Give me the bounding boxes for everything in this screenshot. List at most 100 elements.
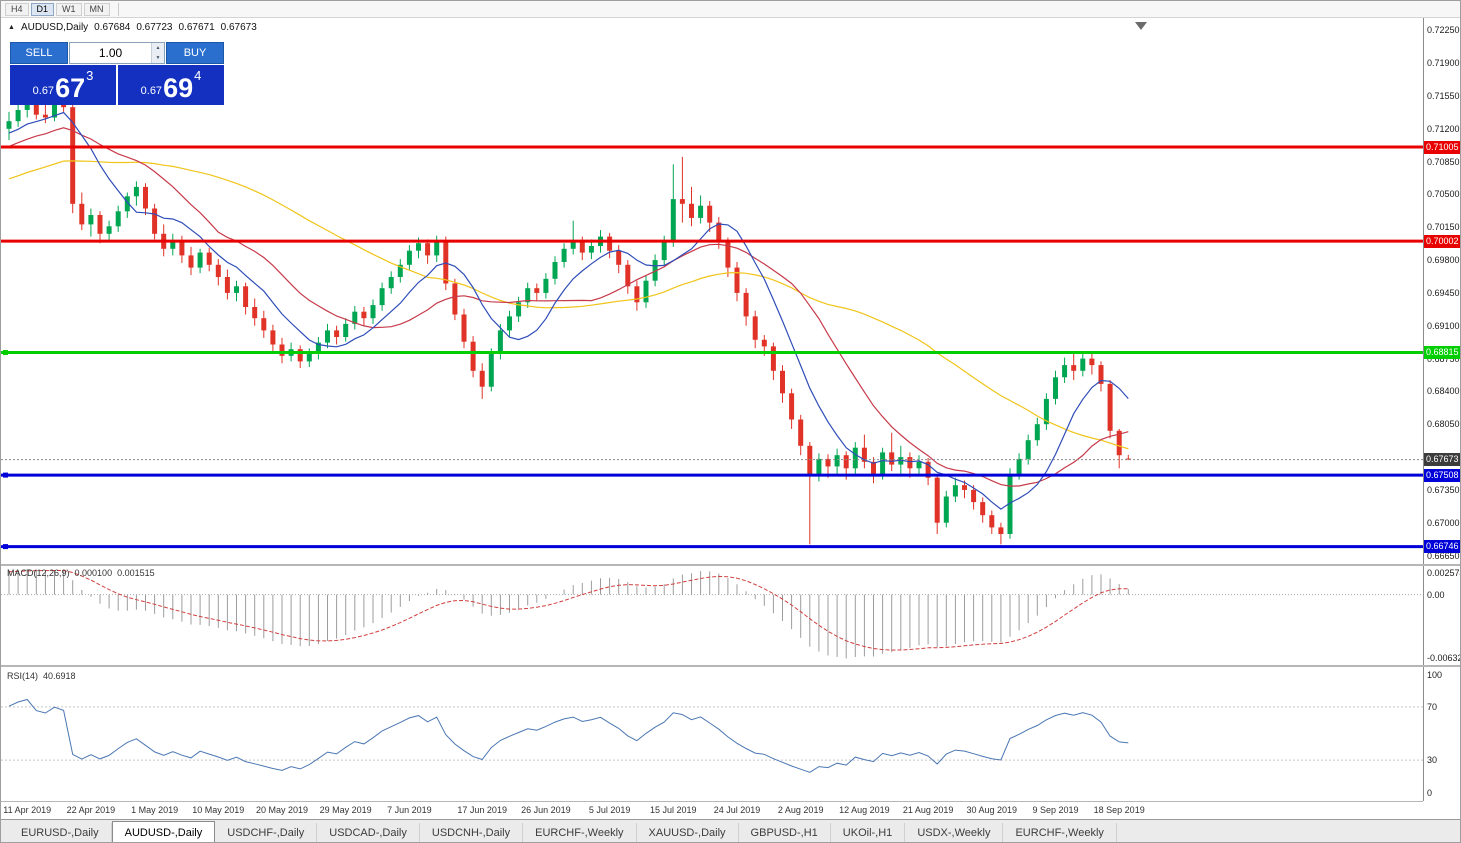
- candle-body: [625, 264, 631, 287]
- volume-down-button[interactable]: ▼: [152, 53, 164, 63]
- price-tick: 0.69100: [1427, 320, 1460, 331]
- candle-body: [1089, 358, 1095, 366]
- candle-body: [1098, 365, 1104, 384]
- candle-body: [871, 461, 876, 474]
- candle-body: [497, 330, 503, 354]
- chart-tab-usdchf-daily[interactable]: USDCHF-,Daily: [215, 823, 318, 842]
- candle-body: [1053, 377, 1058, 399]
- rsi-indicator-label: RSI(14) 40.6918: [7, 671, 76, 681]
- candle-body: [133, 186, 139, 197]
- panel-separator-macd[interactable]: [1, 564, 1460, 566]
- candle-body: [507, 316, 512, 331]
- macd-value-signal: 0.001515: [117, 568, 155, 578]
- buy-price-big: 69: [163, 73, 194, 103]
- candle-body: [889, 452, 895, 465]
- chart-canvas[interactable]: [1, 1, 1423, 801]
- candle-body: [416, 243, 421, 251]
- candle-body: [1107, 383, 1113, 431]
- one-click-top-row: SELL ▲ ▼ BUY: [10, 42, 224, 64]
- macd-name: MACD(12,26,9): [7, 568, 70, 578]
- candle-body: [1062, 365, 1068, 378]
- time-axis[interactable]: 11 Apr 2019 22 Apr 2019 1 May 2019 10 May 2…: [1, 801, 1423, 819]
- candle-body: [197, 252, 203, 268]
- timeframe-button-mn[interactable]: MN: [83, 2, 110, 16]
- price-tick: 0.72250: [1427, 25, 1460, 36]
- candle-body: [206, 252, 212, 265]
- chart-tab-eurchf-weekly[interactable]: EURCHF-,Weekly: [1003, 823, 1117, 842]
- candle-body: [952, 485, 958, 497]
- candle-body: [106, 226, 112, 234]
- one-click-trading-panel: SELL ▲ ▼ BUY 0.67 67 3 0.67 69 4: [10, 42, 224, 105]
- sell-price-panel[interactable]: 0.67 67 3: [10, 65, 116, 105]
- candle-body: [534, 288, 540, 293]
- candle-body: [6, 121, 12, 129]
- buy-button[interactable]: BUY: [166, 42, 224, 64]
- price-tick: 0.69800: [1427, 255, 1460, 266]
- candle-body: [652, 260, 658, 281]
- candle-body: [352, 311, 358, 324]
- chart-tab-usdx-weekly[interactable]: USDX-,Weekly: [905, 823, 1004, 842]
- candle-body: [670, 199, 676, 242]
- chart-tab-usdcnh-daily[interactable]: USDCNH-,Daily: [420, 823, 524, 842]
- timeframe-button-w1[interactable]: W1: [56, 2, 82, 16]
- timeframe-button-d1[interactable]: D1: [30, 2, 55, 16]
- candle-body: [1034, 424, 1040, 441]
- candle-body: [861, 447, 867, 462]
- volume-input[interactable]: [70, 43, 151, 63]
- date-label: 12 Aug 2019: [839, 805, 890, 815]
- candle-body: [434, 241, 440, 256]
- chart-tab-usdcad-daily[interactable]: USDCAD-,Daily: [317, 823, 420, 842]
- chart-tab-gbpusd-h1[interactable]: GBPUSD-,H1: [739, 823, 831, 842]
- price-tick: 0.67350: [1427, 484, 1460, 495]
- date-label: 10 May 2019: [192, 805, 245, 815]
- candle-body: [998, 527, 1004, 534]
- price-marker-0.67508: 0.67508: [1424, 468, 1460, 482]
- candle-body: [725, 241, 731, 268]
- candle-body: [179, 240, 185, 256]
- hline-handle[interactable]: [3, 472, 8, 478]
- price-marker-0.66746: 0.66746: [1424, 540, 1460, 554]
- rsi-value: 40.6918: [43, 671, 76, 681]
- candle-body: [989, 515, 995, 528]
- candle-body: [789, 393, 795, 420]
- ohlc-open: 0.67684: [94, 22, 131, 33]
- candle-body: [716, 222, 722, 242]
- candle-body: [1071, 365, 1077, 371]
- chart-shift-marker-icon[interactable]: [1135, 22, 1147, 30]
- chart-tab-eurchf-weekly[interactable]: EURCHF-,Weekly: [523, 823, 637, 842]
- candle-body: [97, 215, 103, 234]
- price-tick: 0.66650: [1427, 550, 1460, 561]
- panel-separator-rsi[interactable]: [1, 665, 1460, 667]
- price-tick: 0.69450: [1427, 287, 1460, 298]
- date-label: 9 Sep 2019: [1032, 805, 1079, 815]
- candle-body: [61, 103, 67, 108]
- price-axis[interactable]: 0.72250 0.71900 0.71550 0.71200 0.70850 0.705…: [1423, 18, 1460, 801]
- candle-body: [388, 277, 394, 289]
- candlestick-series: [6, 95, 1131, 545]
- candle-body: [479, 370, 485, 387]
- macd-value-main: 0.000100: [74, 568, 113, 578]
- hline-handle[interactable]: [3, 350, 8, 355]
- candle-body: [315, 342, 321, 354]
- date-label: 20 May 2019: [255, 805, 309, 815]
- candle-body: [1043, 398, 1049, 425]
- buy-price-panel[interactable]: 0.67 69 4: [118, 65, 224, 105]
- chart-tab-xauusd-daily[interactable]: XAUUSD-,Daily: [637, 823, 739, 842]
- candle-body: [1007, 473, 1013, 534]
- date-label: 2 Aug 2019: [777, 805, 824, 815]
- candle-body: [761, 339, 767, 347]
- timeframe-button-h4[interactable]: H4: [5, 2, 29, 16]
- candle-body: [780, 370, 785, 394]
- candle-body: [934, 477, 940, 523]
- chart-tab-ukoil-h1[interactable]: UKOil-,H1: [831, 823, 906, 842]
- chart-tab-eurusd-daily[interactable]: EURUSD-,Daily: [9, 823, 112, 842]
- hline-handle[interactable]: [3, 544, 8, 550]
- date-label: 30 Aug 2019: [966, 805, 1018, 815]
- rsi-axis-tick: 100: [1427, 670, 1443, 680]
- volume-up-button[interactable]: ▲: [152, 43, 164, 53]
- sell-button[interactable]: SELL: [10, 42, 68, 64]
- chart-tab-audusd-daily[interactable]: AUDUSD-,Daily: [111, 821, 216, 842]
- candle-body: [270, 330, 276, 345]
- candle-body: [188, 255, 194, 268]
- candle-body: [243, 286, 249, 307]
